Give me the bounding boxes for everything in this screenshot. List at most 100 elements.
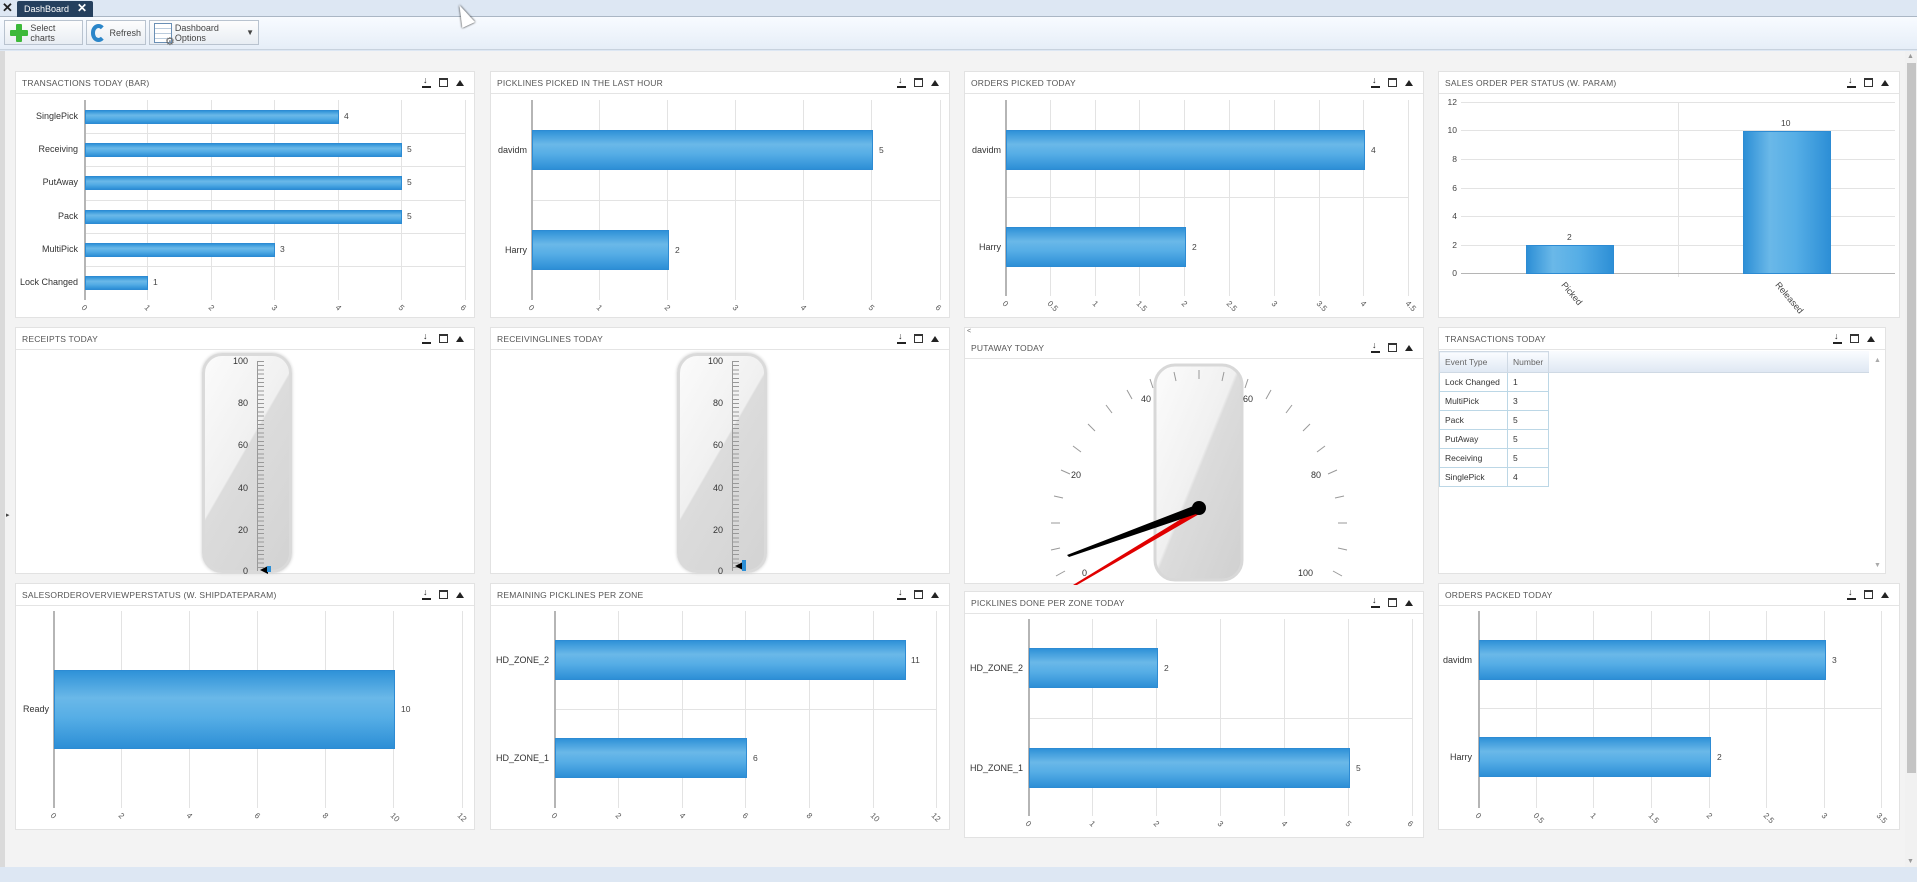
download-icon[interactable] bbox=[1833, 331, 1842, 344]
download-icon[interactable] bbox=[1847, 75, 1856, 88]
bar-putaway bbox=[85, 176, 402, 190]
maximize-icon[interactable] bbox=[1864, 590, 1873, 599]
download-icon[interactable] bbox=[897, 331, 906, 344]
category-label: HD_ZONE_1 bbox=[969, 763, 1023, 773]
collapse-icon[interactable] bbox=[931, 79, 939, 86]
maximize-icon[interactable] bbox=[1864, 78, 1873, 87]
panel-transactions-table: TRANSACTIONS TODAY ▲ ▼ Event Type Number… bbox=[1438, 327, 1886, 574]
plus-icon bbox=[9, 23, 29, 43]
table-row[interactable]: PutAway 5 bbox=[1439, 429, 1550, 449]
maximize-icon[interactable] bbox=[914, 334, 923, 343]
y-tick: 10 bbox=[1447, 125, 1457, 135]
refresh-button[interactable]: Refresh bbox=[86, 20, 146, 45]
value-label: 5 bbox=[407, 211, 412, 221]
panel-title: RECEIPTS TODAY bbox=[22, 333, 99, 344]
panel-header: TRANSACTIONS TODAY (BAR) bbox=[16, 72, 474, 94]
x-tick: 1 bbox=[1090, 299, 1101, 309]
download-icon[interactable] bbox=[1371, 75, 1380, 88]
gauge-scale bbox=[732, 361, 733, 571]
collapse-icon[interactable] bbox=[931, 591, 939, 598]
grid-scrollbar[interactable]: ▲ ▼ bbox=[1871, 351, 1885, 573]
collapse-icon[interactable] bbox=[456, 591, 464, 598]
x-tick: 0.5 bbox=[1045, 299, 1060, 314]
panel-header: TRANSACTIONS TODAY bbox=[1439, 328, 1885, 350]
x-tick: 0 bbox=[1023, 819, 1034, 829]
cell-number: 3 bbox=[1506, 391, 1550, 411]
panel-header: ORDERS PACKED TODAY bbox=[1439, 584, 1899, 606]
collapse-icon[interactable] bbox=[1405, 344, 1413, 351]
expand-left-icon[interactable]: ▸ bbox=[6, 512, 10, 519]
maximize-icon[interactable] bbox=[1388, 343, 1397, 352]
category-label: Harry bbox=[1450, 752, 1472, 762]
scroll-up-icon[interactable]: ▲ bbox=[1874, 357, 1881, 364]
panel-title: TRANSACTIONS TODAY (BAR) bbox=[22, 77, 150, 88]
bar-harry bbox=[1006, 227, 1186, 267]
scrollbar-thumb[interactable] bbox=[1907, 63, 1916, 773]
y-tick: 8 bbox=[1452, 154, 1457, 164]
download-icon[interactable] bbox=[422, 587, 431, 600]
value-label: 2 bbox=[1192, 242, 1197, 252]
x-tick: 5 bbox=[866, 303, 877, 313]
column-header-number[interactable]: Number bbox=[1506, 351, 1550, 373]
x-tick: 4 bbox=[184, 811, 195, 821]
collapse-icon[interactable] bbox=[1881, 79, 1889, 86]
collapse-icon[interactable] bbox=[1881, 591, 1889, 598]
table-row[interactable]: MultiPick 3 bbox=[1439, 391, 1550, 411]
scroll-down-icon[interactable]: ▼ bbox=[1874, 562, 1881, 569]
close-all-icon[interactable]: ✕ bbox=[2, 0, 13, 15]
maximize-icon[interactable] bbox=[439, 590, 448, 599]
maximize-icon[interactable] bbox=[914, 590, 923, 599]
cell-event-type: PutAway bbox=[1439, 429, 1508, 449]
cell-number: 5 bbox=[1506, 429, 1550, 449]
maximize-icon[interactable] bbox=[1388, 598, 1397, 607]
x-tick: 4 bbox=[798, 303, 809, 313]
tab-close-icon[interactable]: ✕ bbox=[76, 1, 87, 15]
collapse-icon[interactable] bbox=[1405, 599, 1413, 606]
value-label: 5 bbox=[407, 144, 412, 154]
table-row[interactable]: Receiving 5 bbox=[1439, 448, 1550, 468]
bar-ready bbox=[54, 670, 395, 749]
x-tick: 4.5 bbox=[1403, 299, 1418, 314]
tab-dashboard[interactable]: DashBoard ✕ bbox=[17, 1, 93, 17]
download-icon[interactable] bbox=[1847, 587, 1856, 600]
maximize-icon[interactable] bbox=[439, 78, 448, 87]
collapse-icon[interactable] bbox=[931, 335, 939, 342]
x-tick: 8 bbox=[320, 811, 331, 821]
select-charts-button[interactable]: Select charts bbox=[4, 20, 83, 45]
table-row[interactable]: SinglePick 4 bbox=[1439, 467, 1550, 487]
collapse-icon[interactable] bbox=[456, 79, 464, 86]
collapse-icon[interactable] bbox=[456, 335, 464, 342]
maximize-icon[interactable] bbox=[914, 78, 923, 87]
collapse-icon[interactable] bbox=[1405, 79, 1413, 86]
download-icon[interactable] bbox=[897, 587, 906, 600]
value-label: 2 bbox=[1567, 232, 1572, 242]
x-tick: 5 bbox=[1343, 819, 1354, 829]
download-icon[interactable] bbox=[1371, 340, 1380, 353]
category-label: PutAway bbox=[42, 177, 78, 187]
expand-icon[interactable]: < bbox=[967, 328, 972, 335]
x-tick: 1 bbox=[1588, 811, 1599, 821]
y-tick: 12 bbox=[1447, 97, 1457, 107]
download-icon[interactable] bbox=[1371, 595, 1380, 608]
column-header-event-type[interactable]: Event Type bbox=[1439, 351, 1508, 373]
panel-receivinglines: RECEIVINGLINES TODAY 100 80 60 40 20 0 bbox=[490, 327, 950, 576]
collapse-icon[interactable] bbox=[1867, 335, 1875, 342]
bar-released bbox=[1743, 131, 1831, 274]
table-row[interactable]: Lock Changed 1 bbox=[1439, 372, 1550, 392]
maximize-icon[interactable] bbox=[1850, 334, 1859, 343]
maximize-icon[interactable] bbox=[1388, 78, 1397, 87]
scroll-down-icon[interactable]: ▼ bbox=[1907, 858, 1914, 865]
download-icon[interactable] bbox=[422, 331, 431, 344]
maximize-icon[interactable] bbox=[439, 334, 448, 343]
value-label: 2 bbox=[1717, 752, 1722, 762]
table-row[interactable]: Pack 5 bbox=[1439, 410, 1550, 430]
x-tick: 2 bbox=[116, 811, 127, 821]
panel-title: TRANSACTIONS TODAY bbox=[1445, 333, 1546, 344]
value-label: 2 bbox=[675, 245, 680, 255]
page-scrollbar[interactable]: ▲ ▼ bbox=[1905, 51, 1917, 867]
download-icon[interactable] bbox=[897, 75, 906, 88]
dashboard-options-button[interactable]: Dashboard Options ▼ bbox=[149, 20, 259, 48]
category-label: Pack bbox=[57, 211, 78, 221]
download-icon[interactable] bbox=[422, 75, 431, 88]
scroll-up-icon[interactable]: ▲ bbox=[1907, 53, 1914, 60]
